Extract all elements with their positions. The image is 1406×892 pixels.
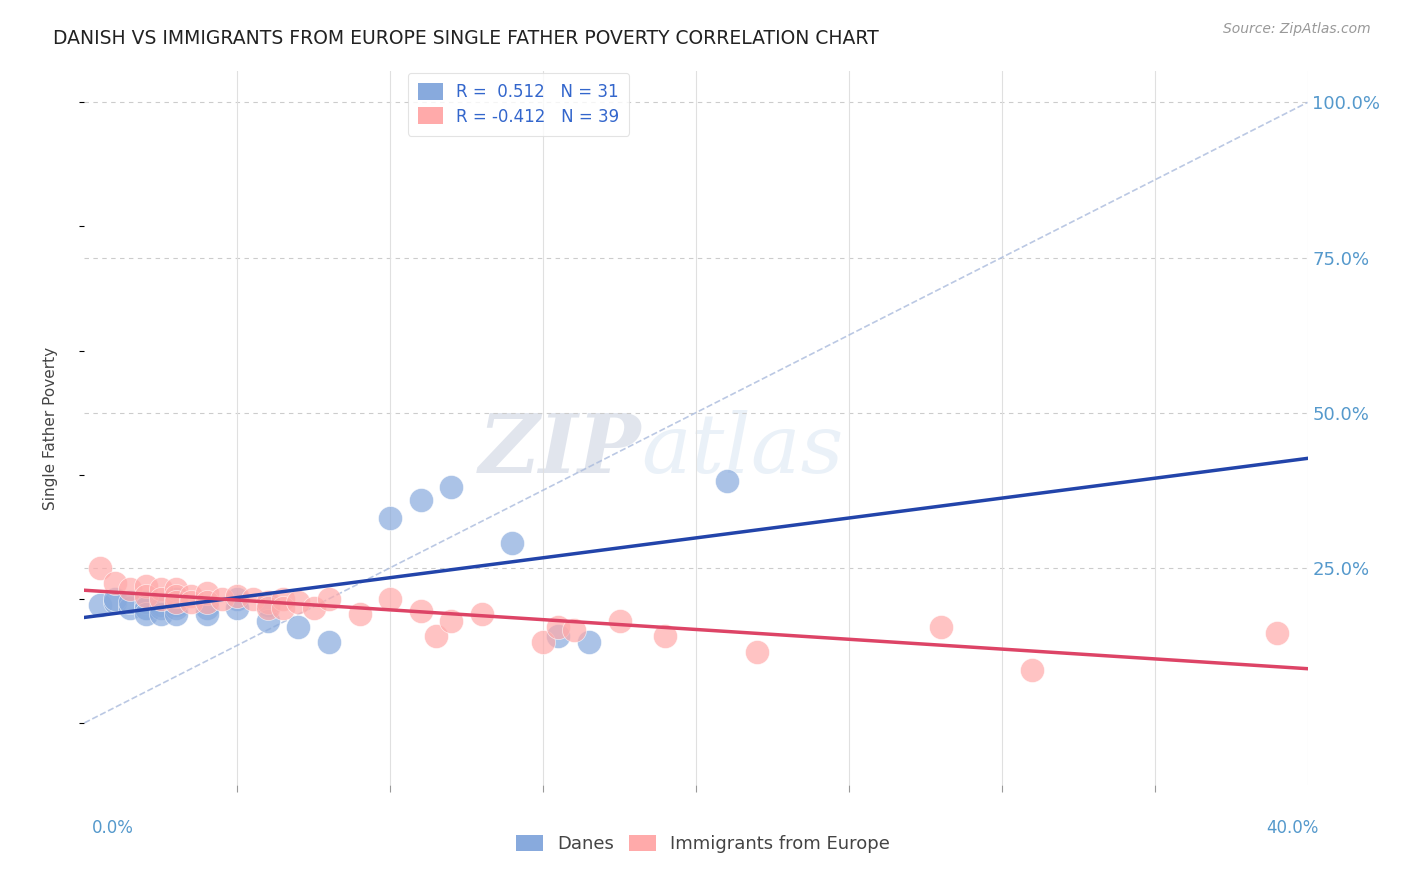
Legend: Danes, Immigrants from Europe: Danes, Immigrants from Europe — [509, 828, 897, 861]
Point — [211, 591, 233, 606]
Point — [747, 644, 769, 658]
Point — [349, 607, 371, 622]
Point — [195, 601, 218, 615]
Point — [165, 589, 187, 603]
Legend: R =  0.512   N = 31, R = -0.412   N = 39: R = 0.512 N = 31, R = -0.412 N = 39 — [408, 72, 630, 136]
Point — [89, 598, 111, 612]
Point — [135, 601, 157, 615]
Point — [120, 582, 142, 597]
Text: Single Father Poverty: Single Father Poverty — [42, 347, 58, 509]
Point — [149, 598, 172, 612]
Point — [547, 620, 569, 634]
Point — [609, 614, 631, 628]
Point — [318, 635, 340, 649]
Text: 0.0%: 0.0% — [91, 819, 134, 837]
Point — [929, 620, 952, 634]
Point — [257, 595, 280, 609]
Point — [120, 601, 142, 615]
Point — [257, 614, 280, 628]
Point — [302, 601, 325, 615]
Point — [165, 598, 187, 612]
Point — [654, 629, 676, 643]
Point — [271, 591, 294, 606]
Point — [318, 591, 340, 606]
Point — [226, 591, 249, 606]
Point — [135, 595, 157, 609]
Text: ZIP: ZIP — [478, 409, 641, 490]
Text: atlas: atlas — [641, 409, 844, 490]
Point — [440, 614, 463, 628]
Point — [409, 492, 432, 507]
Point — [149, 607, 172, 622]
Point — [242, 591, 264, 606]
Point — [149, 591, 172, 606]
Point — [287, 595, 309, 609]
Point — [165, 595, 187, 609]
Point — [271, 601, 294, 615]
Point — [135, 601, 157, 615]
Point — [89, 561, 111, 575]
Point — [104, 576, 127, 591]
Point — [180, 589, 202, 603]
Point — [165, 601, 187, 615]
Point — [104, 591, 127, 606]
Point — [531, 635, 554, 649]
Point — [120, 595, 142, 609]
Point — [165, 591, 187, 606]
Text: Source: ZipAtlas.com: Source: ZipAtlas.com — [1223, 22, 1371, 37]
Point — [165, 582, 187, 597]
Point — [135, 607, 157, 622]
Point — [257, 601, 280, 615]
Point — [287, 620, 309, 634]
Text: 40.0%: 40.0% — [1267, 819, 1319, 837]
Point — [180, 595, 202, 609]
Point — [716, 474, 738, 488]
Point — [149, 601, 172, 615]
Point — [135, 589, 157, 603]
Point — [562, 623, 585, 637]
Point — [409, 604, 432, 618]
Point — [104, 595, 127, 609]
Point — [1265, 626, 1288, 640]
Point — [502, 536, 524, 550]
Point — [471, 607, 494, 622]
Point — [226, 601, 249, 615]
Point — [1021, 663, 1043, 677]
Point — [380, 591, 402, 606]
Point — [165, 607, 187, 622]
Point — [195, 595, 218, 609]
Point — [135, 579, 157, 593]
Point — [226, 589, 249, 603]
Point — [440, 480, 463, 494]
Point — [425, 629, 447, 643]
Point — [547, 629, 569, 643]
Point — [380, 511, 402, 525]
Point — [257, 598, 280, 612]
Point — [578, 635, 600, 649]
Text: DANISH VS IMMIGRANTS FROM EUROPE SINGLE FATHER POVERTY CORRELATION CHART: DANISH VS IMMIGRANTS FROM EUROPE SINGLE … — [53, 29, 879, 47]
Point — [149, 582, 172, 597]
Point — [195, 607, 218, 622]
Point — [195, 585, 218, 599]
